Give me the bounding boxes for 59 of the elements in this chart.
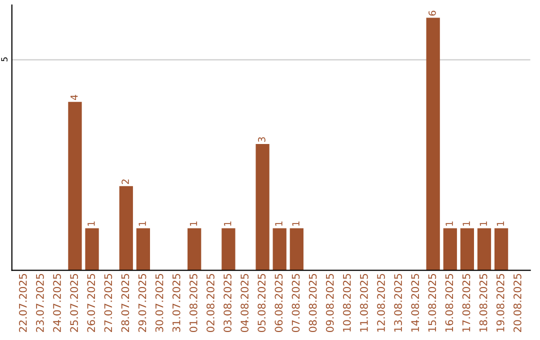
bar xyxy=(443,228,457,270)
data-label: 6 xyxy=(428,10,436,16)
x-tick-label: 27.07.2025 xyxy=(104,274,112,332)
x-tick-label: 23.07.2025 xyxy=(36,274,44,332)
bar xyxy=(222,228,236,270)
x-tick-label: 07.08.2025 xyxy=(292,274,300,332)
x-tick-label: 08.08.2025 xyxy=(308,274,317,332)
x-tick-label: 14.08.2025 xyxy=(411,274,420,332)
bar xyxy=(477,228,492,270)
data-label: 1 xyxy=(496,222,504,226)
x-tick-label: 11.08.2025 xyxy=(360,274,368,332)
x-tick-label: 28.07.2025 xyxy=(121,274,130,332)
bar xyxy=(290,228,304,270)
data-label: 1 xyxy=(480,222,487,226)
x-tick-label: 02.08.2025 xyxy=(206,274,214,332)
x-tick-label: 17.08.2025 xyxy=(462,274,470,332)
data-label: 1 xyxy=(138,222,146,226)
x-tick-label: 04.08.2025 xyxy=(240,274,249,332)
x-tick-label: 20.08.2025 xyxy=(513,274,522,332)
x-tick-label: 16.08.2025 xyxy=(445,274,454,332)
x-tick-label: 29.07.2025 xyxy=(138,274,146,332)
bar xyxy=(272,228,286,270)
bar xyxy=(460,228,474,270)
x-tick-label: 12.08.2025 xyxy=(377,274,385,332)
x-tick-label: 05.08.2025 xyxy=(258,274,266,332)
x-tick-label: 31.07.2025 xyxy=(172,274,180,332)
data-label: 1 xyxy=(88,222,95,226)
bar xyxy=(119,186,133,270)
bar xyxy=(426,18,440,270)
data-label: 2 xyxy=(122,180,129,184)
x-tick-label: 09.08.2025 xyxy=(326,274,334,332)
bar xyxy=(136,228,150,270)
bar xyxy=(256,144,270,270)
x-tick-label: 25.07.2025 xyxy=(70,274,78,332)
x-tick-label: 06.08.2025 xyxy=(274,274,283,332)
data-label: 4 xyxy=(70,94,78,100)
bar xyxy=(494,228,508,270)
x-tick-label: 18.08.2025 xyxy=(479,274,488,332)
x-tick-label: 24.07.2025 xyxy=(53,274,61,332)
data-label: 1 xyxy=(275,222,282,226)
data-label: 3 xyxy=(258,137,266,142)
x-tick-label: 01.08.2025 xyxy=(189,274,198,332)
data-label: 1 xyxy=(190,222,198,226)
x-tick-label: 15.08.2025 xyxy=(428,274,436,332)
data-label: 1 xyxy=(292,222,300,226)
bar xyxy=(68,102,82,270)
x-tick-label: 26.07.2025 xyxy=(87,274,96,332)
x-tick-label: 30.07.2025 xyxy=(155,274,164,332)
bar xyxy=(188,228,202,270)
data-label: 1 xyxy=(446,222,453,226)
x-tick-label: 22.07.2025 xyxy=(18,274,27,332)
x-tick-label: 13.08.2025 xyxy=(394,274,402,332)
data-label: 1 xyxy=(224,222,232,226)
x-tick-label: 10.08.2025 xyxy=(342,274,351,332)
x-tick-label: 03.08.2025 xyxy=(224,274,232,332)
x-tick-label: 19.08.2025 xyxy=(496,274,504,332)
y-tick-label: 5 xyxy=(1,57,8,62)
bar xyxy=(85,228,99,270)
data-label: 1 xyxy=(462,222,470,226)
